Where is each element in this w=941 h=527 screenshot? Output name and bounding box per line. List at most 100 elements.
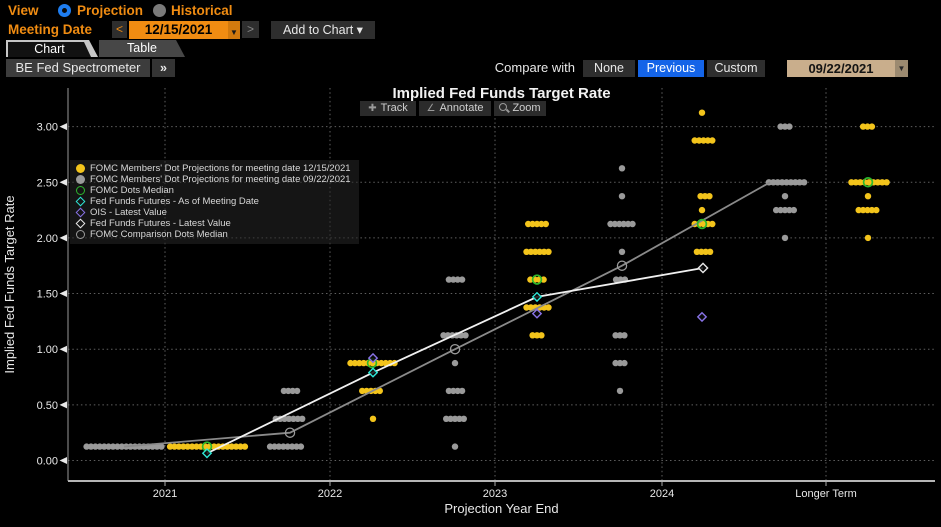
dot (356, 359, 363, 367)
tab-table[interactable]: Table (99, 40, 185, 57)
dot (451, 443, 459, 450)
dot (456, 415, 463, 422)
dot (777, 206, 784, 214)
dot (706, 248, 714, 255)
historical-radio-label[interactable]: Historical (171, 3, 233, 18)
dot (266, 443, 274, 450)
dot (781, 234, 789, 242)
dot (523, 304, 530, 311)
dot (781, 206, 789, 214)
dot (859, 206, 867, 214)
dot (440, 332, 447, 339)
compare-custom-button[interactable]: Custom (707, 60, 765, 77)
annotate-button[interactable]: ∠ Annotate (419, 101, 491, 116)
dot (611, 220, 619, 228)
dot (800, 179, 808, 186)
dot (702, 248, 709, 255)
legend-item: Fed Funds Futures - As of Meeting Date (75, 196, 351, 207)
dot (864, 123, 871, 130)
projection-radio-label[interactable]: Projection (77, 3, 144, 18)
futures-latest-diamond (697, 262, 709, 274)
marker-overlays (201, 177, 874, 459)
y-tick-label: 0.50 (37, 400, 58, 412)
dot (629, 220, 636, 228)
expand-chevrons-button[interactable]: » (152, 59, 175, 77)
y-tick-arrow-icon (59, 234, 67, 242)
compare-date-dropdown-arrow[interactable]: ▼ (895, 60, 908, 77)
dot (445, 276, 453, 283)
dot (783, 179, 790, 186)
legend-label: FOMC Members' Dot Projections for meetin… (90, 163, 351, 174)
dot (280, 387, 288, 395)
dot (781, 193, 789, 200)
dot (96, 443, 104, 450)
dot (698, 248, 705, 255)
dot (857, 179, 864, 186)
dot (621, 359, 628, 367)
add-to-chart-button[interactable]: Add to Chart ▾ (271, 21, 375, 39)
y-tick-arrow-icon (59, 345, 67, 353)
compare-previous-button[interactable]: Previous (638, 60, 704, 77)
dot (450, 276, 457, 283)
dot (698, 109, 706, 116)
dot (457, 332, 465, 339)
dot (532, 248, 539, 255)
meeting-date-prev-button[interactable]: < (112, 21, 127, 38)
legend-marker-ring-icon (76, 186, 85, 195)
compare-none-button[interactable]: None (583, 60, 635, 77)
dot (874, 179, 881, 186)
dot (299, 415, 306, 422)
dot (781, 123, 789, 130)
dot (105, 443, 112, 450)
track-button[interactable]: ✚ Track (360, 101, 416, 116)
dot (706, 193, 713, 200)
compare-with-label: Compare with (494, 60, 575, 75)
dot (616, 359, 624, 367)
chart-legend: FOMC Members' Dot Projections for meetin… (70, 160, 359, 244)
dot (533, 332, 541, 339)
annotate-icon: ∠ (426, 103, 436, 114)
meeting-date-next-button[interactable]: > (242, 21, 259, 38)
historical-radio[interactable] (153, 4, 166, 17)
dot (175, 443, 183, 450)
dot (864, 206, 871, 214)
dot (612, 332, 619, 339)
dot (852, 179, 859, 186)
dot (284, 443, 291, 450)
comparison-median-ring (449, 343, 461, 355)
dot (376, 387, 383, 395)
dot (447, 415, 454, 422)
ois-latest-diamond (696, 311, 708, 323)
meeting-date-dropdown-arrow[interactable]: ▼ (228, 21, 240, 39)
dot (92, 443, 99, 450)
dot (293, 387, 301, 395)
dot (525, 220, 532, 228)
tab-chart[interactable]: Chart (6, 40, 98, 57)
y-tick-arrow-icon (59, 290, 67, 298)
dot (523, 248, 530, 255)
y-tick-label: 0.00 (37, 456, 58, 468)
app-title-button[interactable]: BE Fed Spectrometer (6, 59, 150, 77)
meeting-date-field[interactable]: 12/15/2021 (129, 21, 228, 39)
dot (545, 304, 552, 311)
zoom-button[interactable]: Zoom (494, 101, 546, 116)
dot (193, 443, 200, 450)
dot (618, 193, 626, 200)
projection-radio[interactable] (58, 4, 71, 17)
legend-item: FOMC Comparison Dots Median (76, 229, 351, 240)
y-tick-arrow-icon (59, 178, 67, 186)
compare-date-field[interactable]: 09/22/2021 (787, 60, 895, 77)
dot (533, 220, 541, 228)
dot (347, 359, 354, 367)
dot (451, 359, 459, 367)
dot (188, 443, 196, 450)
dot (770, 179, 777, 186)
legend-marker-ring-icon (76, 230, 85, 239)
dot (855, 206, 862, 214)
dot (607, 220, 614, 228)
dot (450, 387, 457, 395)
dot (709, 137, 716, 144)
dot (114, 443, 121, 450)
dot (865, 179, 873, 186)
